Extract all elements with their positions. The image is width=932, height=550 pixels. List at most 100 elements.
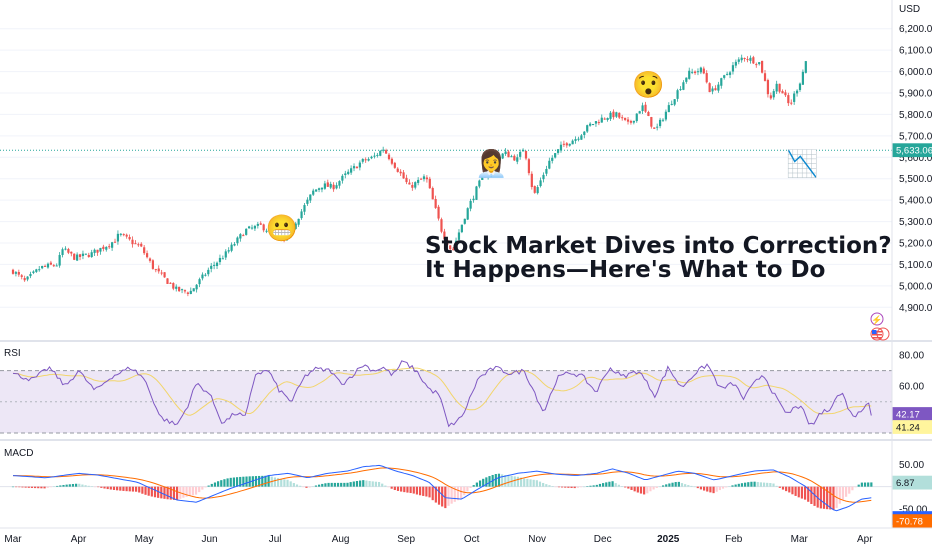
candle[interactable] [84,253,87,256]
candle[interactable] [399,169,402,176]
candle[interactable] [676,88,679,102]
candle[interactable] [285,234,289,242]
candle[interactable] [411,182,414,191]
candle[interactable] [370,155,373,160]
candle[interactable] [253,224,257,231]
candle[interactable] [396,167,399,173]
candle[interactable] [175,284,178,292]
candle[interactable] [457,229,461,243]
candle[interactable] [306,197,309,206]
candle[interactable] [513,154,516,161]
candle[interactable] [551,155,554,164]
candle[interactable] [621,114,624,121]
candle[interactable] [245,228,248,236]
candle[interactable] [772,88,775,100]
candle[interactable] [568,143,571,147]
candle[interactable] [446,237,449,247]
candle[interactable] [766,78,770,98]
candle[interactable] [195,284,198,293]
candle[interactable] [726,71,729,76]
candle[interactable] [291,226,294,233]
candle[interactable] [591,123,595,126]
candle[interactable] [428,176,431,189]
candle[interactable] [73,253,76,261]
candle[interactable] [498,155,501,163]
candle[interactable] [32,270,35,275]
candle[interactable] [487,169,490,180]
candle[interactable] [711,86,714,95]
candle[interactable] [795,89,799,97]
price-axis[interactable]: USD 6,200.00 6,100.00 6,000.00 5,900.00 5,80… [870,0,932,529]
candle[interactable] [425,175,428,183]
candle[interactable] [64,246,67,251]
candle[interactable] [600,114,603,123]
candle[interactable] [303,202,306,216]
candle[interactable] [317,187,321,193]
candle[interactable] [58,252,61,268]
candle[interactable] [29,271,32,279]
candle[interactable] [705,70,708,84]
candle[interactable] [749,55,752,64]
candle[interactable] [186,291,189,297]
candle[interactable] [612,109,615,120]
candle[interactable] [615,111,618,119]
candle[interactable] [218,254,222,265]
candle[interactable] [335,182,338,190]
candle[interactable] [137,242,140,247]
candle[interactable] [734,59,737,69]
candle[interactable] [408,179,411,185]
candle[interactable] [405,174,408,185]
candle[interactable] [577,136,580,142]
candle[interactable] [478,179,481,189]
candle[interactable] [737,57,740,65]
candle[interactable] [151,259,155,270]
candle[interactable] [556,149,560,155]
price-pane[interactable]: 😬 👩‍💼 😯 📉 Stock Market Dives into Correctio… [0,0,892,340]
candle[interactable] [443,228,446,243]
candle[interactable] [696,68,700,76]
candle[interactable] [105,246,108,252]
candle[interactable] [653,127,656,129]
candle[interactable] [644,101,647,114]
candle[interactable] [650,116,653,129]
candle[interactable] [20,274,23,280]
candle[interactable] [449,245,452,251]
candle[interactable] [49,260,52,266]
candle[interactable] [163,272,166,278]
candle[interactable] [673,99,676,107]
candle[interactable] [160,269,163,276]
candle[interactable] [256,221,259,229]
candle[interactable] [516,154,519,165]
candle[interactable] [469,198,472,212]
candle[interactable] [545,165,548,177]
candle[interactable] [417,177,420,186]
candle[interactable] [626,116,630,125]
candle[interactable] [454,237,458,252]
candle[interactable] [682,80,685,91]
candle[interactable] [81,250,85,260]
candle[interactable] [521,148,525,152]
candle[interactable] [128,234,131,241]
candle[interactable] [172,282,175,291]
candle[interactable] [731,62,735,75]
candle[interactable] [784,89,787,97]
candle[interactable] [76,252,79,262]
candle[interactable] [758,62,761,66]
candle[interactable] [113,238,117,243]
candle[interactable] [475,185,478,200]
candle[interactable] [743,57,746,62]
candle[interactable] [294,221,297,230]
candle[interactable] [390,157,394,166]
candle[interactable] [603,117,606,120]
candle[interactable] [376,152,379,158]
candle[interactable] [589,122,592,127]
candle[interactable] [96,249,99,256]
candle[interactable] [300,208,303,220]
candle[interactable] [268,225,271,232]
candle[interactable] [99,247,102,255]
time-axis[interactable]: Mar Apr May Jun Jul Aug Sep Oct Nov Dec 2025 Feb Mar… [0,527,932,545]
candle[interactable] [688,67,691,80]
candle[interactable] [207,267,210,277]
candle[interactable] [393,161,396,169]
candle[interactable] [728,70,732,79]
